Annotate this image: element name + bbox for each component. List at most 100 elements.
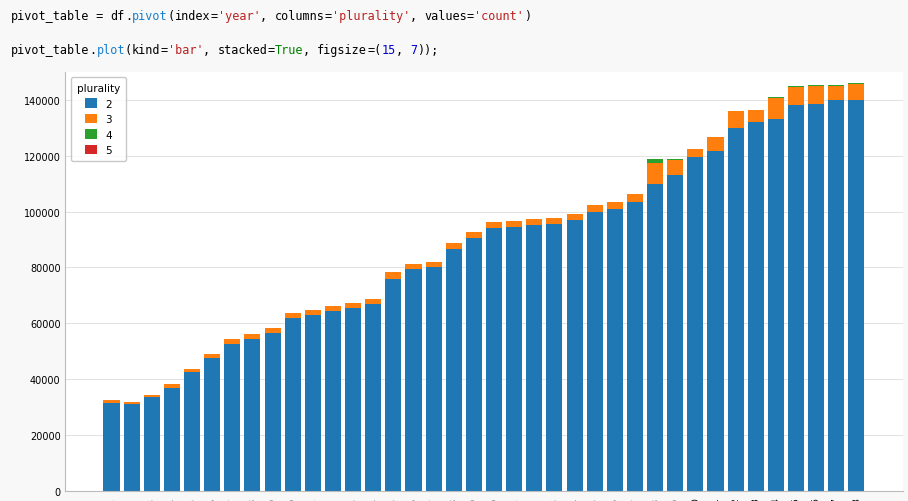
Bar	[647, 160, 663, 163]
Text: True: True	[274, 44, 303, 57]
Bar	[244, 339, 261, 491]
Bar	[123, 402, 140, 404]
Text: 'plurality': 'plurality'	[331, 11, 410, 24]
Text: 'year': 'year'	[218, 11, 261, 24]
Text: ,: ,	[261, 11, 274, 24]
Bar	[506, 227, 522, 491]
Bar	[466, 238, 482, 491]
Bar	[808, 87, 824, 105]
Bar	[707, 138, 724, 152]
Bar	[385, 273, 401, 279]
Bar	[567, 220, 583, 491]
Bar	[768, 98, 784, 99]
Bar	[627, 202, 643, 491]
Bar	[788, 87, 804, 88]
Bar	[707, 152, 724, 491]
Bar	[184, 369, 200, 372]
Text: ));: ));	[417, 44, 439, 57]
Bar	[345, 304, 361, 308]
Bar	[607, 202, 623, 209]
Bar	[828, 101, 844, 491]
Bar	[224, 345, 241, 491]
Text: stacked: stacked	[218, 44, 267, 57]
Text: df: df	[111, 11, 125, 24]
Bar	[547, 224, 562, 491]
Bar	[466, 232, 482, 238]
Bar	[123, 404, 140, 491]
Text: ,: ,	[396, 44, 410, 57]
Bar	[527, 226, 542, 491]
Bar	[143, 395, 160, 398]
Bar	[527, 220, 542, 226]
Bar	[345, 308, 361, 491]
Text: =: =	[324, 11, 331, 24]
Bar	[506, 221, 522, 227]
Bar	[426, 268, 441, 491]
Bar	[747, 110, 764, 123]
Legend: 2, 3, 4, 5: 2, 3, 4, 5	[71, 78, 126, 162]
Bar	[727, 128, 744, 491]
Text: pivot_table: pivot_table	[11, 11, 89, 24]
Bar	[204, 359, 221, 491]
Bar	[305, 315, 321, 491]
Text: ,: ,	[303, 44, 317, 57]
Bar	[667, 160, 684, 176]
Bar	[808, 105, 824, 491]
Bar	[204, 354, 221, 359]
Text: =: =	[211, 11, 218, 24]
Bar	[486, 222, 502, 229]
Bar	[264, 333, 281, 491]
Text: =: =	[89, 11, 111, 24]
Bar	[607, 209, 623, 491]
Bar	[104, 400, 120, 403]
Bar	[788, 106, 804, 491]
Bar	[828, 86, 844, 87]
Bar	[647, 184, 663, 491]
Text: =(: =(	[367, 44, 381, 57]
Text: kind: kind	[132, 44, 161, 57]
Text: pivot: pivot	[132, 11, 168, 24]
Text: figsize: figsize	[317, 44, 367, 57]
Bar	[687, 158, 704, 491]
Text: plot: plot	[96, 44, 125, 57]
Text: 15: 15	[381, 44, 396, 57]
Bar	[385, 279, 401, 491]
Bar	[163, 384, 180, 388]
Text: ,: ,	[203, 44, 218, 57]
Bar	[828, 87, 844, 101]
Bar	[848, 101, 864, 491]
Bar	[365, 304, 381, 491]
Text: (: (	[125, 44, 132, 57]
Bar	[446, 243, 462, 249]
Bar	[727, 112, 744, 128]
Bar	[486, 229, 502, 491]
Text: 'count': 'count'	[474, 11, 524, 24]
Bar	[325, 306, 341, 311]
Bar	[426, 263, 441, 268]
Bar	[587, 206, 603, 212]
Bar	[788, 88, 804, 106]
Bar	[567, 214, 583, 220]
Text: values: values	[424, 11, 467, 24]
Bar	[446, 249, 462, 491]
Text: (: (	[168, 11, 174, 24]
Bar	[547, 218, 562, 224]
Bar	[284, 313, 301, 318]
Bar	[667, 159, 684, 160]
Bar	[587, 212, 603, 491]
Text: .: .	[125, 11, 132, 24]
Bar	[768, 99, 784, 120]
Bar	[184, 372, 200, 491]
Bar	[808, 86, 824, 87]
Bar	[163, 388, 180, 491]
Text: =: =	[467, 11, 474, 24]
Bar	[747, 123, 764, 491]
Bar	[667, 176, 684, 491]
Bar	[848, 84, 864, 85]
Bar	[365, 300, 381, 304]
Bar	[325, 311, 341, 491]
Text: index: index	[174, 11, 211, 24]
Bar	[687, 149, 704, 158]
Bar	[848, 85, 864, 101]
Bar	[264, 329, 281, 333]
